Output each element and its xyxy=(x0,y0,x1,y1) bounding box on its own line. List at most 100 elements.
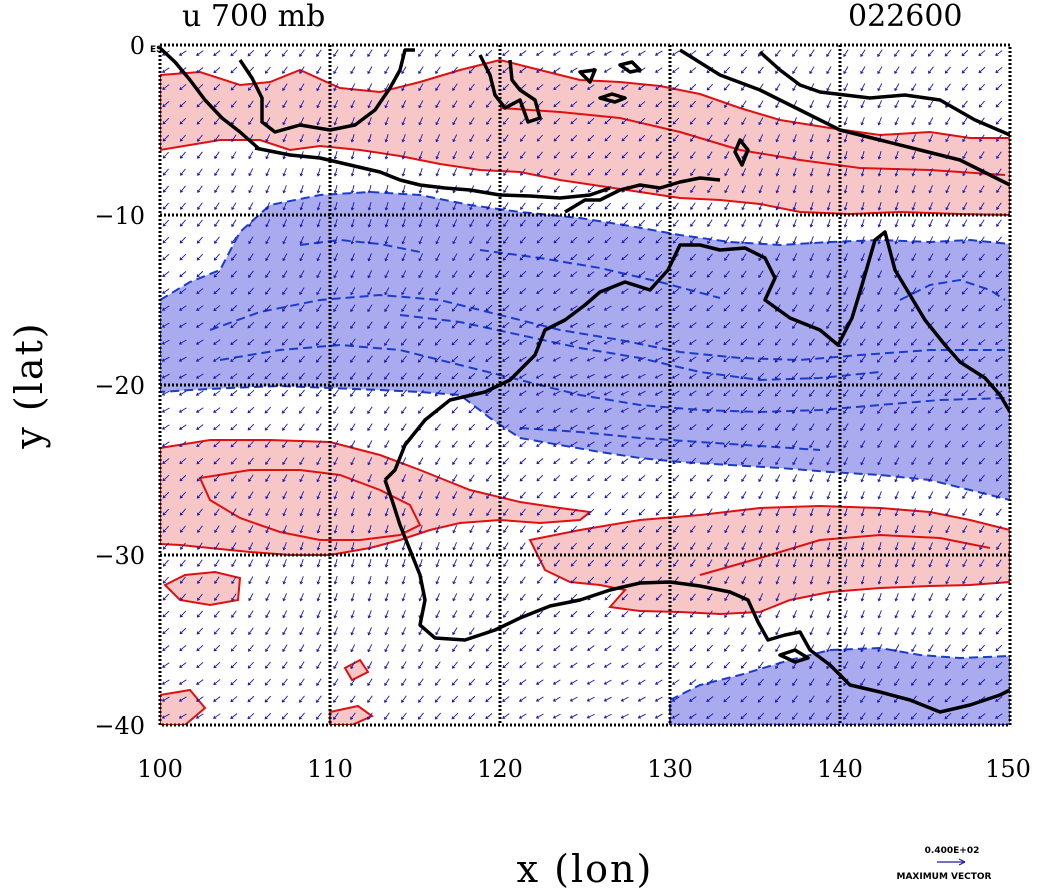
wind-vector-arrow xyxy=(792,83,798,92)
wind-vector-arrow xyxy=(162,593,170,601)
wind-vector-arrow xyxy=(995,83,1003,91)
wind-vector-arrow xyxy=(860,525,865,534)
wind-vector-arrow xyxy=(451,338,459,346)
wind-vector-arrow xyxy=(911,49,917,57)
wind-vector-arrow xyxy=(673,542,679,550)
wind-vector-arrow xyxy=(826,219,831,228)
wind-vector-arrow xyxy=(809,508,814,517)
wind-vector-arrow xyxy=(587,475,595,482)
wind-vector-arrow xyxy=(826,355,832,363)
wind-vector-arrow xyxy=(333,117,338,126)
wind-vector-arrow xyxy=(655,84,663,90)
wind-vector-arrow xyxy=(707,202,713,211)
wind-vector-arrow xyxy=(282,678,288,686)
wind-vector-arrow xyxy=(928,185,933,194)
wind-vector-arrow xyxy=(282,491,288,500)
wind-vector-arrow xyxy=(587,101,595,107)
wind-vector-arrow xyxy=(775,661,781,669)
wind-vector-arrow xyxy=(350,559,355,568)
wind-vector-arrow xyxy=(910,372,918,380)
wind-vector-arrow xyxy=(161,390,170,396)
wind-vector-arrow xyxy=(161,305,170,311)
wind-vector-arrow xyxy=(401,678,407,686)
wind-vector-arrow xyxy=(672,67,680,73)
wind-vector-arrow xyxy=(672,322,680,328)
wind-vector-arrow xyxy=(316,236,321,245)
wind-vector-arrow xyxy=(282,100,288,109)
wind-vector-arrow xyxy=(689,339,697,345)
wind-vector-arrow xyxy=(706,270,713,278)
wind-vector-arrow xyxy=(213,679,221,686)
wind-vector-arrow xyxy=(741,644,747,652)
wind-vector-arrow xyxy=(401,66,407,75)
wind-vector-arrow xyxy=(758,644,764,653)
wind-vector-arrow xyxy=(518,390,527,396)
wind-vector-arrow xyxy=(196,610,203,618)
wind-vector-arrow xyxy=(894,253,900,262)
wind-vector-arrow xyxy=(774,389,781,397)
wind-vector-arrow xyxy=(707,508,713,516)
wind-vector-arrow xyxy=(792,576,797,585)
wind-vector-arrow xyxy=(672,458,680,465)
wind-vector-arrow xyxy=(350,542,355,551)
wind-vector-arrow xyxy=(485,304,493,312)
wind-vector-arrow xyxy=(384,338,390,346)
wind-vector-arrow xyxy=(214,508,220,516)
wind-vector-arrow xyxy=(248,593,254,602)
wind-vector-arrow xyxy=(299,219,304,228)
wind-vector-arrow xyxy=(451,49,458,57)
wind-vector-arrow xyxy=(162,151,169,159)
wind-vector-arrow xyxy=(553,101,561,108)
wind-vector-arrow xyxy=(536,576,543,584)
wind-vector-arrow xyxy=(740,423,748,431)
wind-vector-arrow xyxy=(384,372,390,380)
wind-vector-arrow xyxy=(418,151,423,160)
wind-vector-arrow xyxy=(316,712,322,720)
wind-vector-arrow xyxy=(637,407,646,413)
wind-vector-arrow xyxy=(843,542,848,551)
wind-vector-arrow xyxy=(231,508,237,517)
wind-vector-arrow xyxy=(401,355,407,363)
wind-vector-arrow xyxy=(741,474,747,483)
wind-vector-arrow xyxy=(264,372,272,380)
wind-vector-arrow xyxy=(553,168,560,176)
wind-vector-arrow xyxy=(536,424,544,430)
wind-vector-arrow xyxy=(654,339,663,345)
wind-vector-arrow xyxy=(485,373,493,379)
wind-vector-arrow xyxy=(638,628,646,635)
wind-vector-arrow xyxy=(877,440,883,449)
wind-vector-arrow xyxy=(655,542,662,550)
wind-vector-arrow xyxy=(299,253,305,262)
wind-vector-arrow xyxy=(654,679,663,685)
wind-vector-arrow xyxy=(452,576,458,585)
wind-vector-arrow xyxy=(757,338,765,346)
wind-vector-arrow xyxy=(350,661,356,670)
wind-vector-arrow xyxy=(180,185,186,193)
wind-vector-arrow xyxy=(179,236,187,244)
wind-vector-arrow xyxy=(758,661,764,669)
wind-vector-arrow xyxy=(569,696,578,702)
wind-vector-arrow xyxy=(231,134,237,143)
wind-vector-arrow xyxy=(519,67,527,74)
wind-vector-arrow xyxy=(469,576,475,585)
wind-vector-arrow xyxy=(671,390,680,396)
wind-vector-arrow xyxy=(637,424,646,430)
wind-vector-arrow xyxy=(316,287,322,296)
wind-vector-arrow xyxy=(724,542,730,551)
wind-vector-arrow xyxy=(282,202,287,211)
wind-vector-arrow xyxy=(350,202,355,211)
wind-vector-arrow xyxy=(604,134,612,142)
wind-vector-arrow xyxy=(860,440,866,449)
wind-vector-arrow xyxy=(298,338,305,346)
wind-vector-arrow xyxy=(536,117,544,125)
wind-vector-arrow xyxy=(928,270,934,279)
wind-vector-arrow xyxy=(197,542,203,550)
positive-region-east xyxy=(528,504,1010,616)
wind-vector-arrow xyxy=(894,525,899,534)
wind-vector-arrow xyxy=(434,389,442,397)
wind-vector-arrow xyxy=(452,66,458,74)
wind-vector-arrow xyxy=(519,457,527,465)
wind-vector-arrow xyxy=(248,627,254,635)
wind-vector-arrow xyxy=(996,236,1002,244)
wind-vector-arrow xyxy=(587,628,595,635)
